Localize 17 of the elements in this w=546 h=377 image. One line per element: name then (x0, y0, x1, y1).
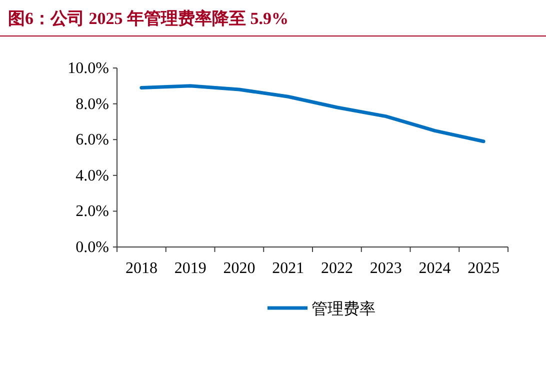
y-tick-label: 10.0% (68, 60, 109, 77)
chart-title: 图6：公司 2025 年管理费率降至 5.9% (8, 9, 288, 28)
y-tick-label: 8.0% (76, 96, 109, 113)
x-tick-label: 2019 (174, 260, 206, 277)
y-tick-label: 0.0% (76, 239, 109, 256)
legend: 管理费率 (268, 301, 376, 318)
x-tick-label: 2025 (468, 260, 500, 277)
x-tick-label: 2024 (418, 260, 451, 277)
x-tick-label: 2020 (223, 260, 256, 277)
x-tick-label: 2021 (272, 260, 304, 277)
x-tick-label: 2023 (370, 260, 402, 277)
x-tick-label: 2022 (320, 260, 353, 277)
x-tick-label: 2018 (125, 260, 158, 277)
legend-label: 管理费率 (312, 300, 376, 318)
y-tick-label: 6.0% (76, 132, 109, 149)
y-tick-label: 4.0% (76, 167, 109, 184)
y-tick-label: 2.0% (76, 203, 109, 220)
